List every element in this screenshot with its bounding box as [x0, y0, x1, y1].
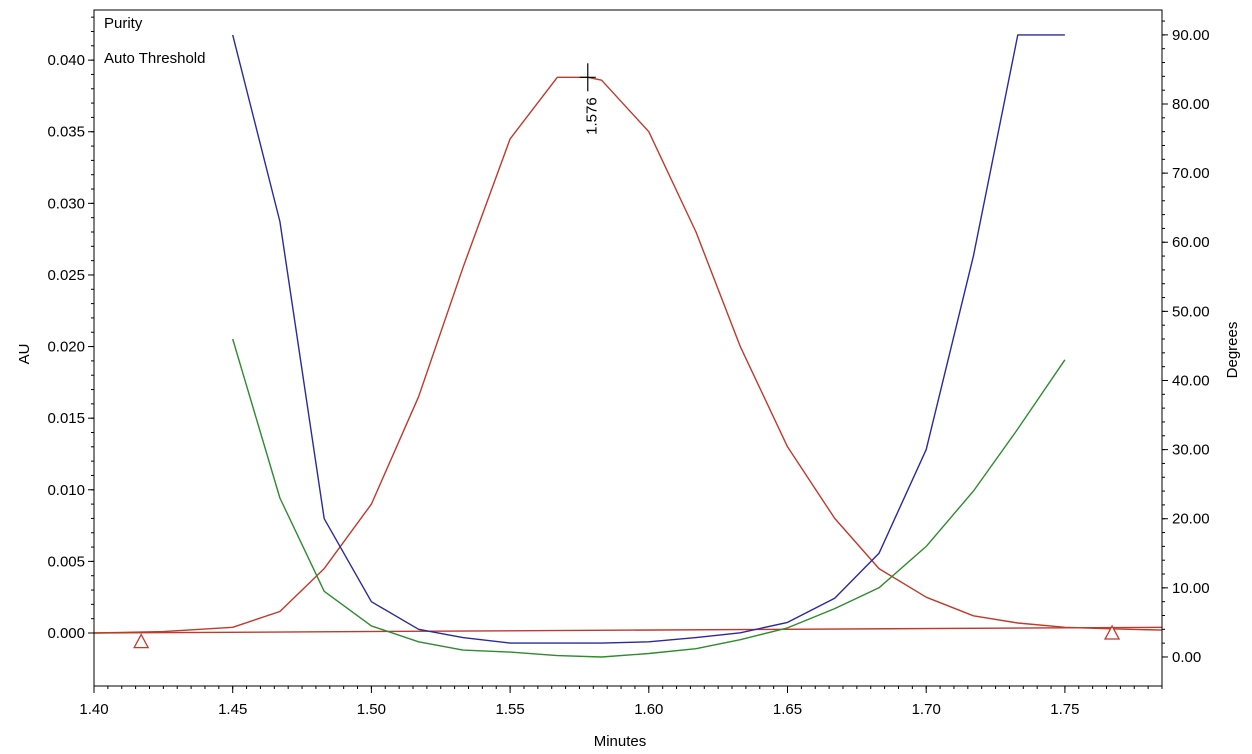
y2-tick-label: 90.00: [1172, 27, 1210, 44]
peak-label: 1.576: [584, 97, 601, 135]
y2-tick-label: 10.00: [1172, 580, 1210, 597]
y2-tick-label: 60.00: [1172, 234, 1210, 251]
x-tick-label: 1.50: [357, 701, 386, 718]
x-tick-label: 1.75: [1050, 701, 1079, 718]
x-axis-label: Minutes: [594, 733, 647, 750]
y2-tick-label: 80.00: [1172, 96, 1210, 113]
y2-tick-label: 30.00: [1172, 442, 1210, 459]
y2-tick-label: 0.00: [1172, 649, 1201, 666]
series-baseline-line: [93, 626, 1163, 634]
y-tick-label: 0.015: [47, 410, 85, 427]
series-purity-line: [232, 338, 1066, 658]
axes: 1.40 1.45 1.50 1.55 1.60 1.65 1.70 1.75 0.000 0.0…: [47, 9, 1210, 718]
legend-item-purity: Purity: [104, 15, 143, 32]
x-tick-label: 1.70: [912, 701, 941, 718]
plot-area: [93, 34, 1163, 658]
y-tick-label: 0.030: [47, 195, 85, 212]
y2-tick-label: 20.00: [1172, 511, 1210, 528]
x-tick-label: 1.45: [218, 701, 247, 718]
integration-marker-triangle: [133, 633, 150, 649]
y-tick-label: 0.040: [47, 52, 85, 69]
x-tick-label: 1.60: [634, 701, 663, 718]
y-axis-label: AU: [16, 344, 33, 365]
x-tick-label: 1.40: [79, 701, 108, 718]
y-tick-label: 0.025: [47, 267, 85, 284]
x-tick-label: 1.65: [773, 701, 802, 718]
y-tick-label: 0.000: [47, 625, 85, 642]
y-tick-label: 0.005: [47, 553, 85, 570]
series-auto-threshold-line: [232, 34, 1065, 644]
y2-axis-label: Degrees: [1224, 322, 1241, 379]
y-tick-label: 0.020: [47, 339, 85, 356]
legend-item-auto-threshold: Auto Threshold: [104, 50, 205, 67]
x-tick-label: 1.55: [496, 701, 525, 718]
integration-marker-triangle: [1103, 624, 1121, 640]
y2-tick-label: 70.00: [1172, 165, 1210, 182]
y2-tick-label: 40.00: [1172, 372, 1210, 389]
plot-frame: [93, 9, 1163, 687]
y-tick-label: 0.010: [47, 482, 85, 499]
y2-tick-label: 50.00: [1172, 303, 1210, 320]
y-tick-label: 0.035: [47, 124, 85, 141]
